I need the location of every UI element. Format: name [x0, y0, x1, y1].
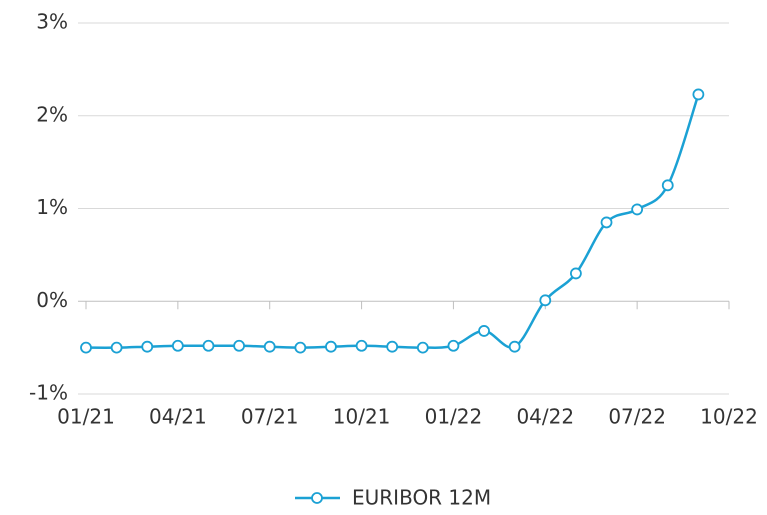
point	[294, 341, 307, 354]
point	[661, 179, 674, 192]
x-tick-label: 07/21	[241, 405, 299, 429]
y-tick-label: 0%	[36, 288, 68, 312]
point	[416, 341, 429, 354]
point	[508, 340, 521, 353]
point	[110, 341, 123, 354]
point	[447, 339, 460, 352]
y-tick-label: 3%	[36, 10, 68, 34]
point	[171, 339, 184, 352]
point	[141, 340, 154, 353]
point	[202, 339, 215, 352]
point	[570, 267, 582, 280]
x-tick-label: 10/22	[700, 405, 758, 429]
point	[233, 339, 245, 352]
x-tick-label: 04/21	[149, 405, 207, 429]
point	[80, 341, 92, 354]
y-tick-label: 2%	[36, 102, 68, 126]
legend-label: EURIBOR 12M	[352, 486, 491, 510]
x-tick-label: 07/22	[608, 405, 666, 429]
x-tick-label: 10/21	[333, 405, 391, 429]
point	[631, 203, 644, 216]
point	[355, 339, 368, 352]
point	[478, 325, 490, 337]
x-tick-label: 04/22	[516, 405, 574, 429]
legend-marker	[311, 492, 323, 504]
point	[386, 340, 399, 353]
point	[692, 88, 705, 101]
y-tick-label: 1%	[36, 195, 68, 219]
point	[600, 216, 613, 229]
point	[539, 294, 552, 307]
x-tick-label: 01/22	[425, 405, 483, 429]
y-tick-label: -1%	[29, 381, 68, 405]
point	[325, 340, 337, 353]
x-tick-label: 01/21	[57, 405, 115, 429]
point	[263, 340, 276, 353]
